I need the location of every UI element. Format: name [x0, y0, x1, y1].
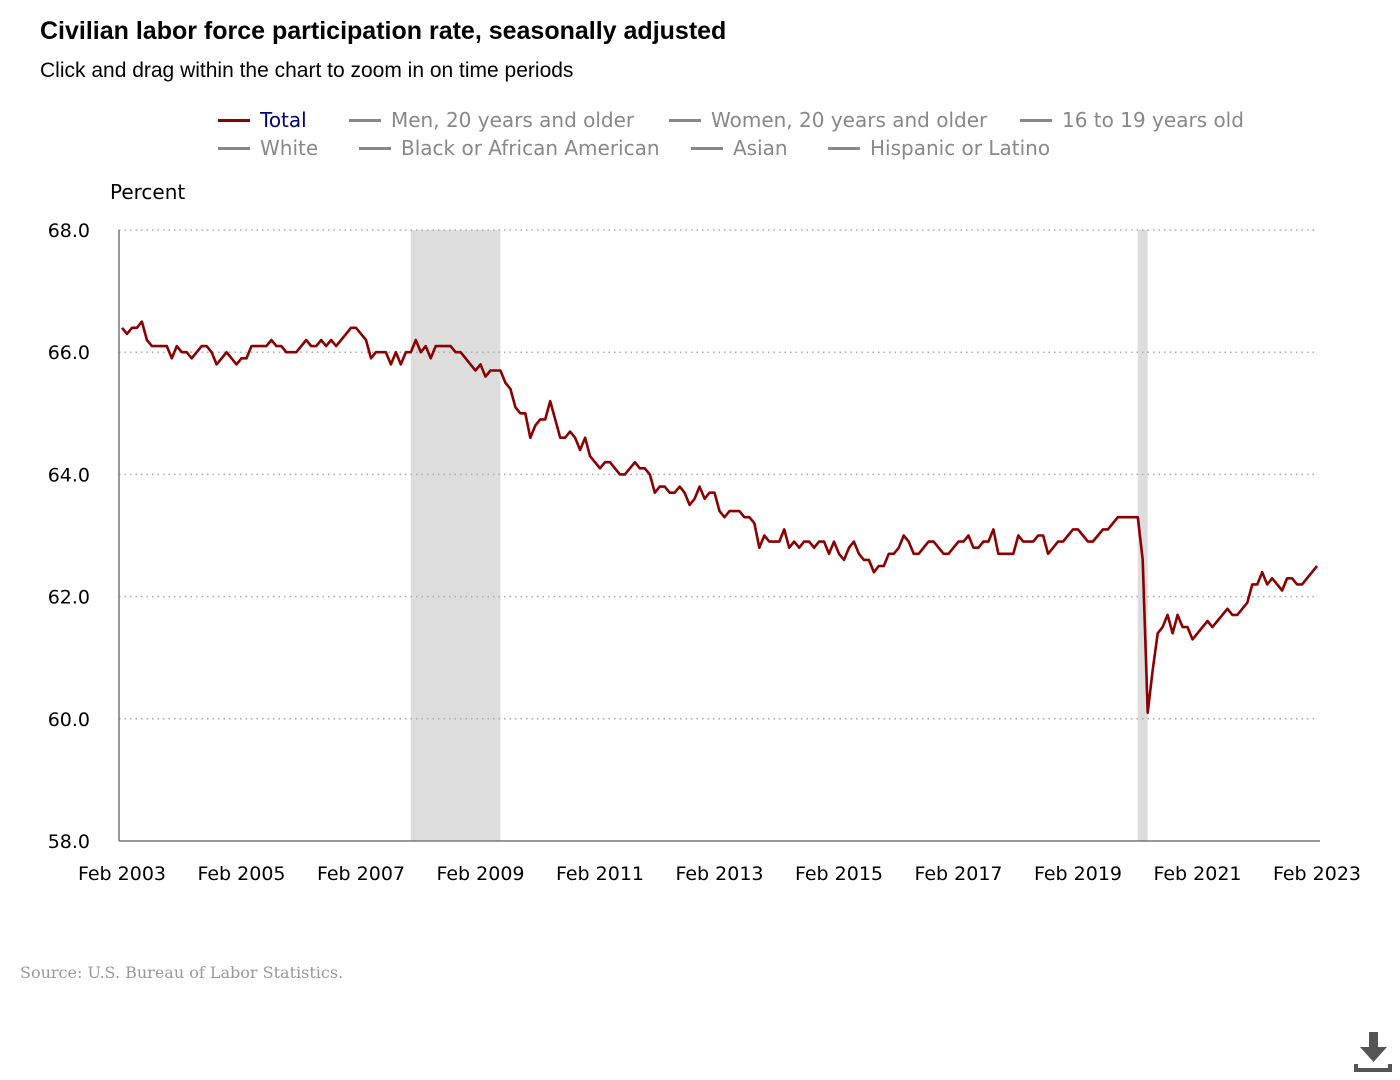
legend-swatch: [691, 146, 723, 150]
legend-label: Black or African American: [401, 136, 660, 160]
x-tick-label: Feb 2019: [1034, 863, 1122, 885]
legend-swatch: [669, 118, 701, 122]
chart-title: Civilian labor force participation rate,…: [40, 17, 727, 45]
legend-label: Women, 20 years and older: [711, 108, 988, 132]
recession-band: [410, 230, 501, 841]
y-tick-label: 62.0: [48, 587, 90, 609]
y-tick-label: 66.0: [48, 342, 90, 364]
x-tick-label: Feb 2007: [317, 863, 405, 885]
y-tick-label: 60.0: [48, 709, 90, 731]
legend-item[interactable]: Black or African American: [359, 136, 660, 160]
download-button[interactable]: [1352, 1030, 1394, 1074]
x-tick-label: Feb 2023: [1273, 863, 1361, 885]
source-note: Source: U.S. Bureau of Labor Statistics.: [20, 963, 344, 982]
legend-swatch: [218, 146, 250, 150]
line-chart[interactable]: 68.0 66.0 64.0 62.0 60.0 58.0 Feb 2003 Feb 2005…: [0, 0, 1400, 940]
legend-label: White: [260, 136, 319, 160]
x-tick-label: Feb 2009: [436, 863, 524, 885]
legend-label: Total: [260, 108, 307, 132]
recession-band: [1137, 230, 1148, 841]
x-tick-label: Feb 2015: [795, 863, 883, 885]
y-tick-label: 68.0: [48, 220, 90, 242]
legend-item[interactable]: Total: [218, 108, 307, 132]
x-tick-label: Feb 2021: [1153, 863, 1241, 885]
legend-item[interactable]: White: [218, 136, 318, 160]
x-tick-label: Feb 2005: [197, 863, 285, 885]
series-line-total: [120, 320, 1319, 715]
legend-label: Hispanic or Latino: [870, 136, 1051, 160]
legend-item[interactable]: Women, 20 years and older: [669, 108, 987, 132]
x-tick-label: Feb 2017: [914, 863, 1002, 885]
legend-swatch: [359, 146, 391, 150]
legend-swatch: [828, 146, 860, 150]
legend-label: Asian: [733, 136, 788, 160]
x-tick-label: Feb 2003: [78, 863, 166, 885]
legend-item[interactable]: Hispanic or Latino: [828, 136, 1050, 160]
legend-label: 16 to 19 years old: [1062, 108, 1244, 132]
download-icon: [1354, 1032, 1392, 1072]
y-tick-label: 64.0: [48, 464, 90, 486]
legend-swatch: [349, 118, 381, 122]
legend-swatch: [218, 118, 250, 122]
x-tick-label: Feb 2013: [675, 863, 763, 885]
legend-swatch: [1020, 118, 1052, 122]
legend-item[interactable]: Asian: [691, 136, 788, 160]
legend-label: Men, 20 years and older: [391, 108, 635, 132]
y-axis-label: Percent: [110, 180, 186, 204]
x-tick-label: Feb 2011: [556, 863, 644, 885]
legend-item[interactable]: 16 to 19 years old: [1020, 108, 1244, 132]
y-tick-label: 58.0: [48, 831, 90, 853]
chart-subtitle: Click and drag within the chart to zoom …: [40, 59, 574, 82]
legend-item[interactable]: Men, 20 years and older: [349, 108, 634, 132]
